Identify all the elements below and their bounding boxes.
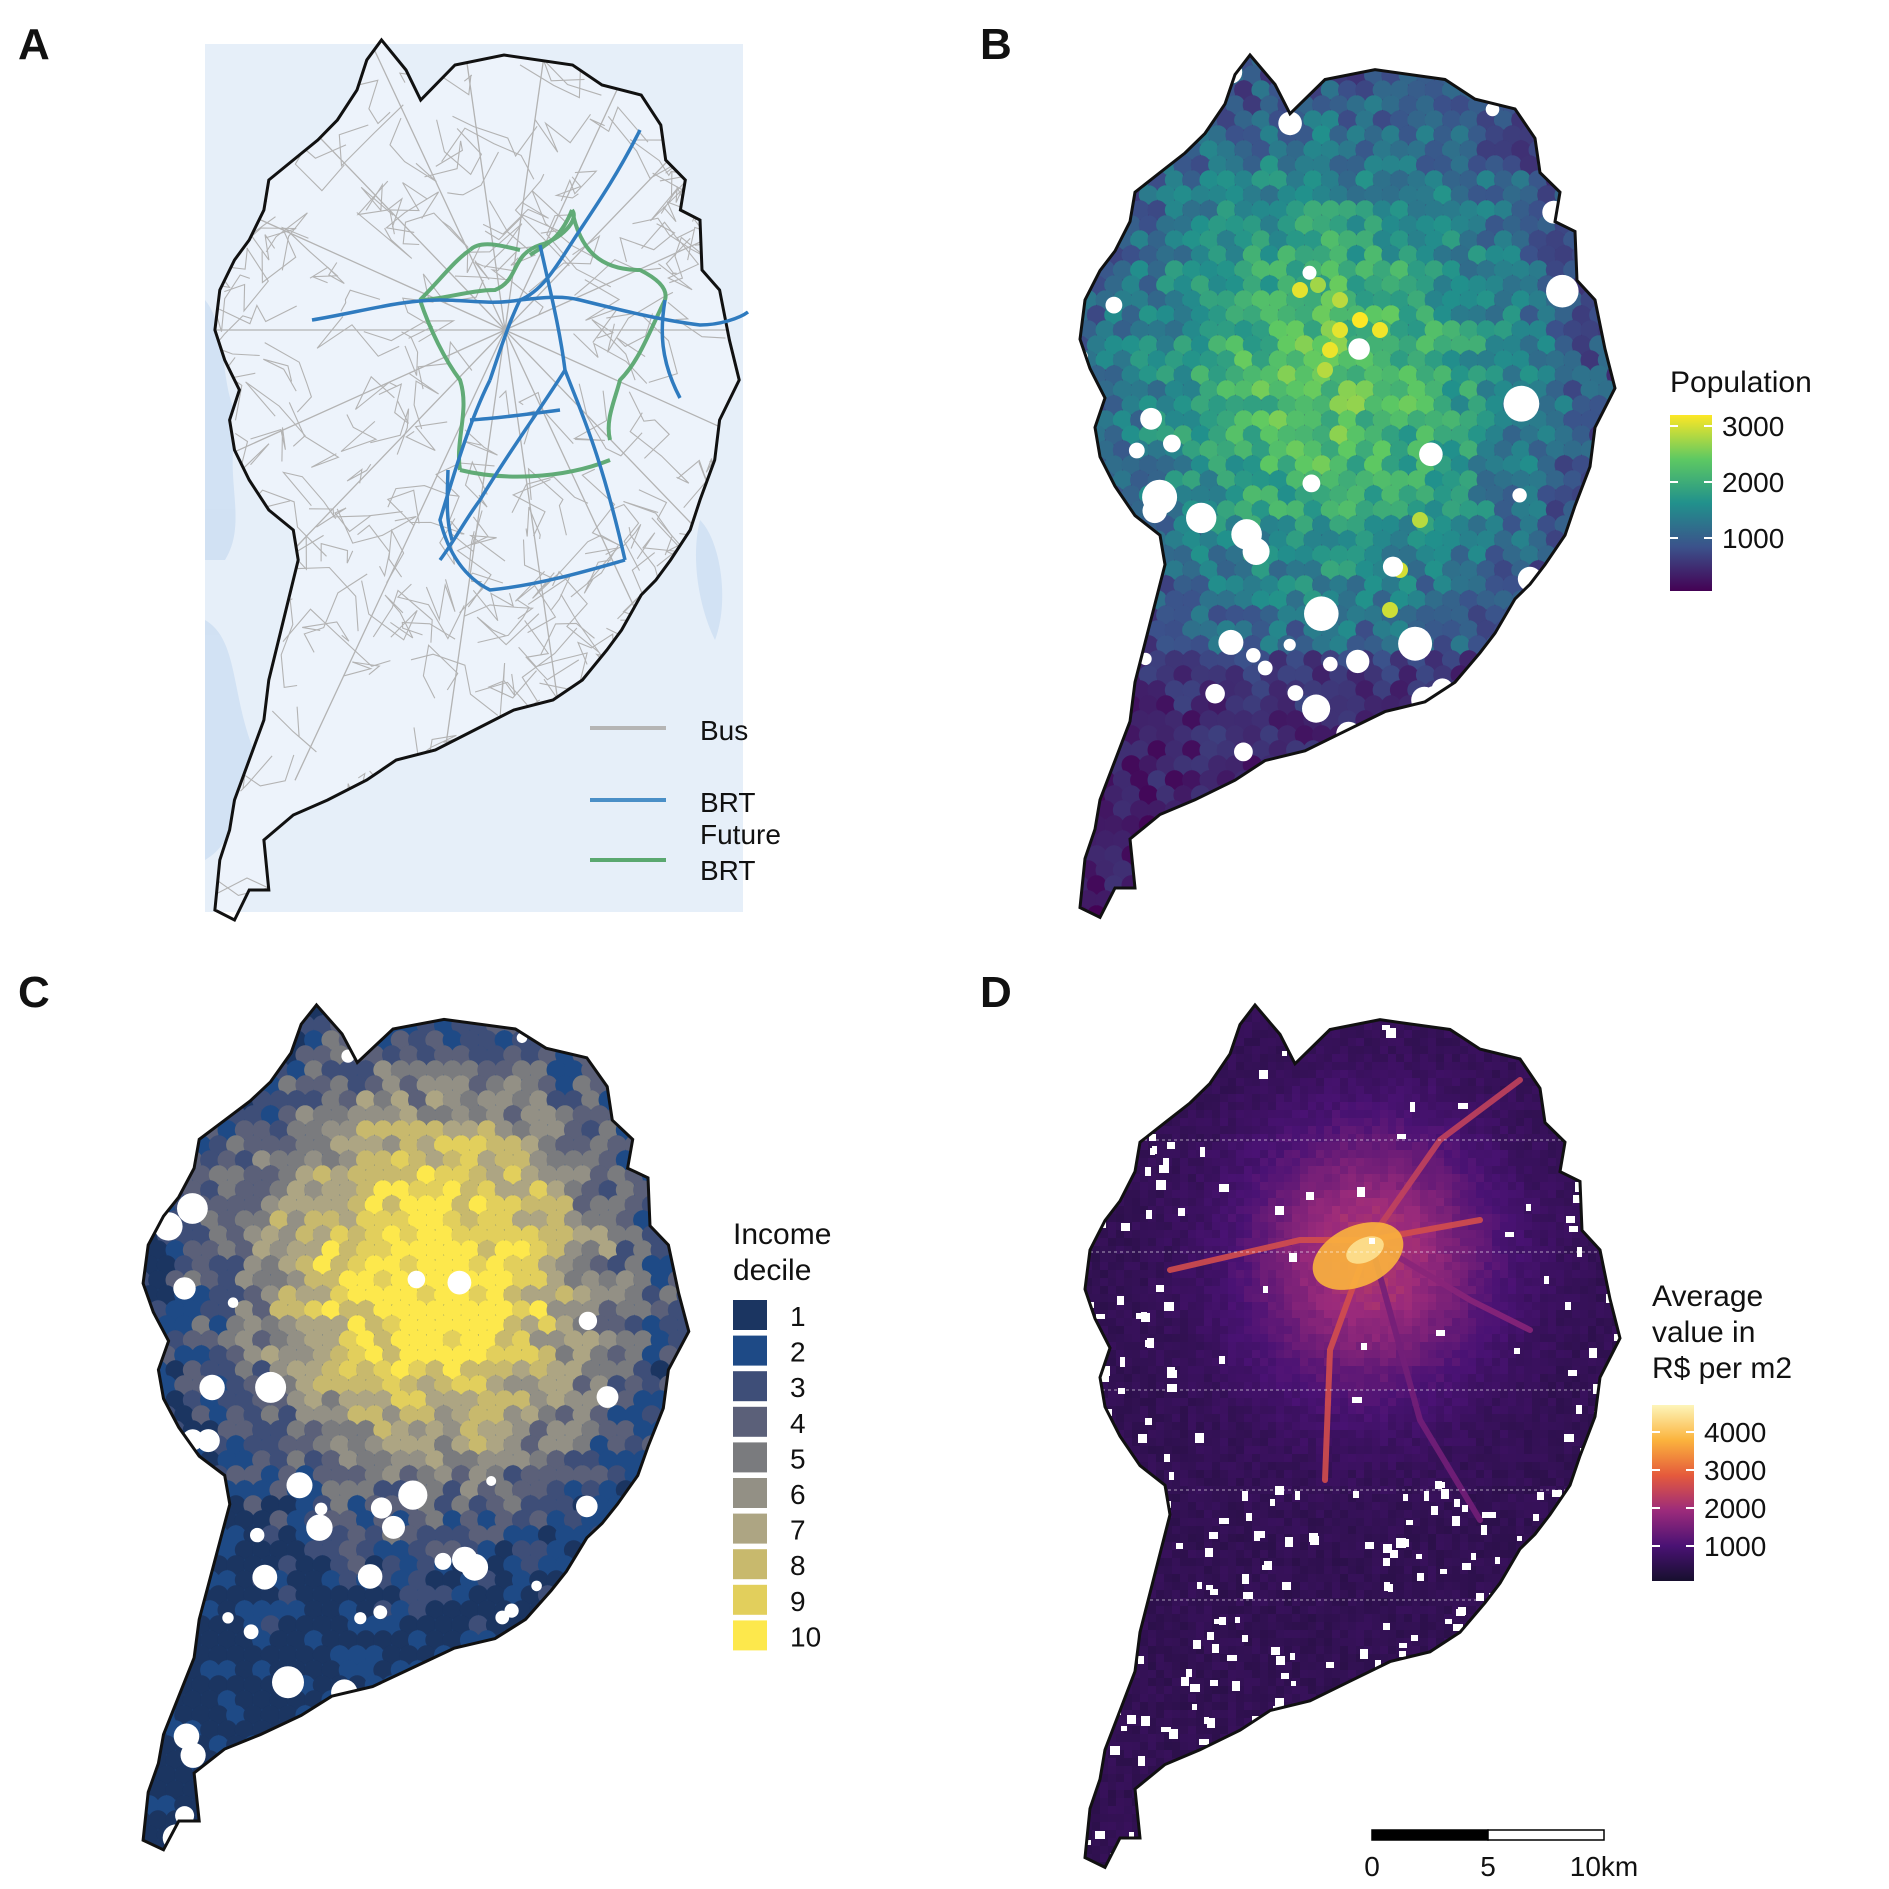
panel-letter-a: A [18, 20, 50, 69]
scale-label-0: 0 [1364, 1851, 1380, 1882]
legend-c: Income decile 1 2 3 4 5 6 7 8 9 10 [733, 1218, 831, 1652]
decile-swatch-9 [733, 1584, 767, 1615]
decile-swatch-5 [733, 1442, 767, 1473]
income-hex-map [143, 1005, 689, 1850]
panel-letter-d: D [980, 968, 1012, 1017]
decile-label-7: 7 [790, 1515, 806, 1546]
city-boundary-a [213, 37, 741, 923]
legend-title-value-line1: Average [1652, 1280, 1763, 1313]
city-boundary-c [141, 1002, 691, 1852]
legend-title-value-line3: R$ per m2 [1652, 1352, 1792, 1385]
value-tick-2000: 2000 [1704, 1493, 1766, 1524]
decile-label-6: 6 [790, 1479, 806, 1510]
decile-label-4: 4 [790, 1408, 806, 1439]
decile-label-1: 1 [790, 1301, 806, 1332]
decile-swatch-4 [733, 1406, 767, 1437]
decile-swatch-7 [733, 1513, 767, 1544]
value-tick-4000: 4000 [1704, 1417, 1766, 1448]
decile-label-10: 10 [790, 1621, 821, 1652]
decile-label-8: 8 [790, 1550, 806, 1581]
decile-swatch-8 [733, 1549, 767, 1580]
panel-letter-c: C [18, 968, 50, 1017]
legend-label-0-0: Bus [700, 715, 748, 746]
population-tick-2000: 2000 [1722, 467, 1784, 498]
brt-lines [311, 129, 750, 592]
population-tick-1000: 1000 [1722, 523, 1784, 554]
panel-d: Average value in R$ per m2 4000 3000 2000 1… [1083, 1002, 1792, 1882]
panel-c: Income decile 1 2 3 4 5 6 7 8 9 10 [141, 1002, 831, 1852]
decile-label-9: 9 [790, 1586, 806, 1617]
panel-b: Population 3000 2000 1000 [1078, 52, 1812, 920]
value-colorbar [1652, 1405, 1694, 1581]
legend-title-population: Population [1670, 366, 1812, 399]
value-tick-1000: 1000 [1704, 1531, 1766, 1562]
future-brt-lines [418, 208, 668, 479]
legend-b: Population 3000 2000 1000 [1670, 366, 1812, 591]
city-boundary-b [1078, 52, 1617, 920]
panel-letter-b: B [980, 20, 1012, 69]
decile-swatch-2 [733, 1335, 767, 1366]
population-hex-map [1080, 55, 1615, 918]
decile-swatch-6 [733, 1478, 767, 1508]
legend-title-income-line1: Income [733, 1218, 831, 1251]
legend-label-2-0: Future [700, 819, 781, 850]
scale-bar: 0 5 10km [1364, 1829, 1638, 1882]
scale-label-10km: 10km [1570, 1851, 1638, 1882]
land-value-raster [1085, 1005, 1620, 1868]
legend-title-income-line2: decile [733, 1254, 811, 1287]
value-tick-3000: 3000 [1704, 1455, 1766, 1486]
legend-label-1-0: BRT [700, 787, 756, 818]
decile-label-5: 5 [790, 1443, 806, 1474]
decile-label-3: 3 [790, 1372, 806, 1403]
legend-d: Average value in R$ per m2 4000 3000 2000 1… [1652, 1280, 1792, 1581]
legend-label-2-1: BRT [700, 855, 756, 886]
city-boundary-d [1083, 1002, 1622, 1870]
decile-swatch-1 [733, 1300, 767, 1330]
legend-title-value-line2: value in [1652, 1316, 1755, 1349]
population-colorbar [1670, 415, 1712, 591]
population-tick-3000: 3000 [1722, 411, 1784, 442]
decile-swatch-10 [733, 1620, 767, 1651]
scale-label-5: 5 [1480, 1851, 1496, 1882]
decile-label-2: 2 [790, 1337, 806, 1368]
decile-swatch-3 [733, 1371, 767, 1402]
